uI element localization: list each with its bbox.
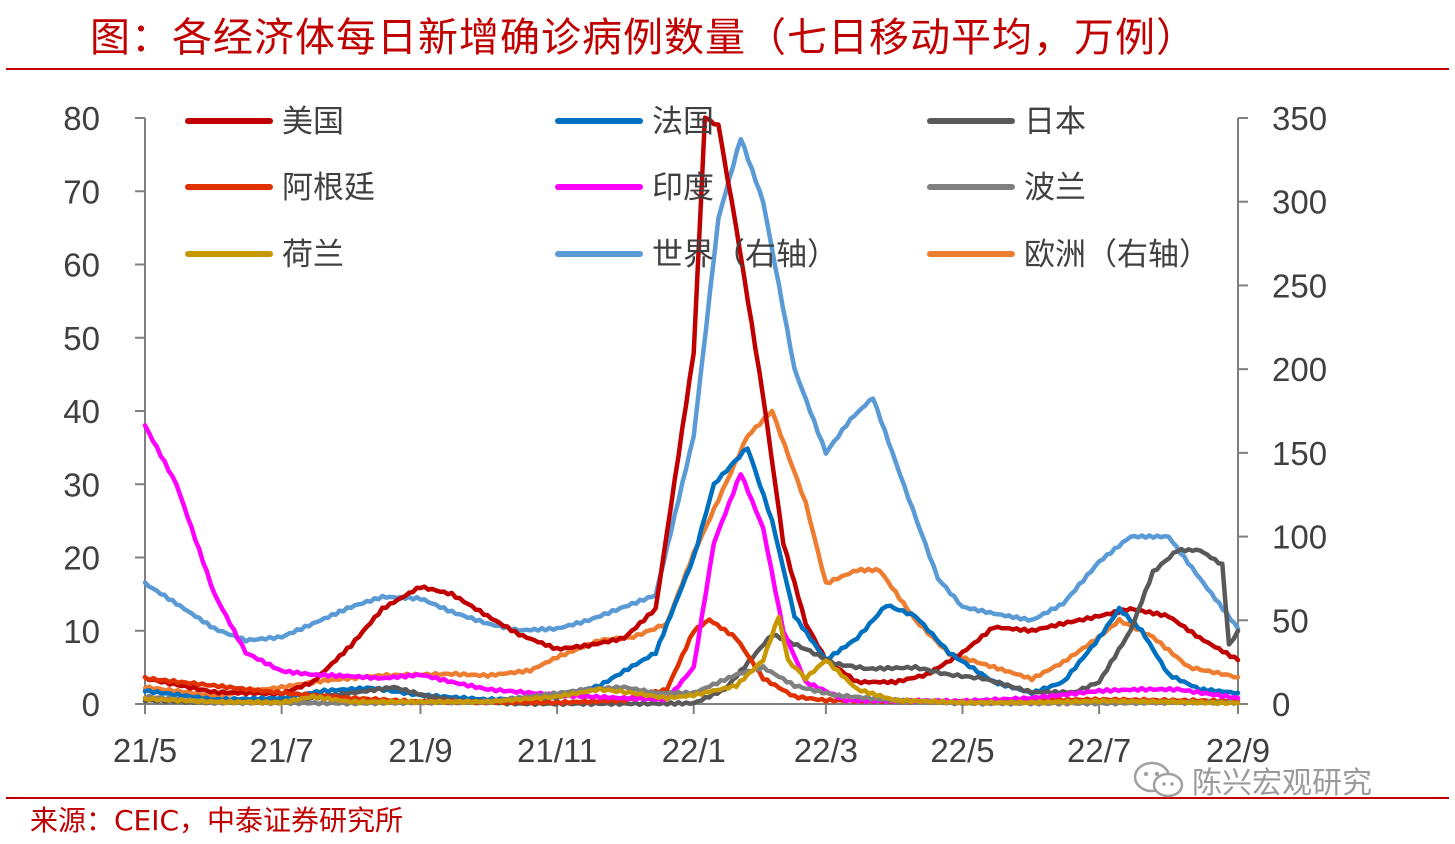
left-tick-label: 70 — [63, 173, 100, 210]
legend-label: 美国 — [282, 104, 344, 140]
wechat-icon — [1133, 761, 1184, 798]
left-tick-label: 40 — [63, 393, 100, 430]
legend-label: 印度 — [652, 170, 714, 206]
line-chart: 0 10 20 30 40 50 60 70 80 0 50 100 150 200 250 300 350 21… — [63, 100, 1327, 769]
right-tick-label: 50 — [1272, 602, 1309, 639]
legend-label: 日本 — [1024, 104, 1086, 140]
right-tick-label: 150 — [1272, 435, 1327, 472]
left-tick-label: 60 — [63, 247, 100, 284]
legend-label: 波兰 — [1024, 170, 1086, 206]
right-tick-label: 300 — [1272, 184, 1327, 221]
watermark-text: 陈兴宏观研究 — [1192, 766, 1372, 801]
series-line-6 — [142, 614, 1241, 707]
left-tick-label: 10 — [63, 613, 100, 650]
right-tick-label: 350 — [1272, 100, 1327, 137]
series-line-7 — [142, 136, 1241, 644]
left-tick-label: 50 — [63, 320, 100, 357]
left-tick-label: 0 — [82, 686, 100, 723]
left-tick-label: 30 — [63, 466, 100, 503]
right-tick-label: 0 — [1272, 686, 1290, 723]
legend-label: 法国 — [652, 104, 714, 140]
chart-axes: 0 10 20 30 40 50 60 70 80 0 50 100 150 200 250 300 350 21… — [63, 100, 1327, 769]
x-tick-label: 22/3 — [794, 732, 858, 769]
legend-label: 欧洲（右轴） — [1024, 237, 1210, 273]
legend-label: 阿根廷 — [282, 170, 375, 206]
x-tick-label: 21/9 — [388, 732, 452, 769]
chart-title-bar: 图：各经济体每日新增确诊病例数量（七日移动平均，万例） — [0, 0, 1455, 70]
chart-title: 图：各经济体每日新增确诊病例数量（七日移动平均，万例） — [90, 15, 1197, 61]
series-line-4 — [142, 423, 1241, 705]
legend-label: 世界（右轴） — [652, 237, 838, 273]
series-line-0 — [142, 115, 1241, 698]
source-rule — [6, 797, 1449, 799]
x-tick-label: 22/9 — [1206, 732, 1270, 769]
right-tick-label: 200 — [1272, 351, 1327, 388]
x-tick-label: 22/1 — [662, 732, 726, 769]
right-tick-label: 250 — [1272, 267, 1327, 304]
legend-label: 荷兰 — [282, 237, 344, 273]
x-tick-label: 22/7 — [1067, 732, 1131, 769]
watermark: 陈兴宏观研究 — [1132, 760, 1372, 801]
left-tick-label: 20 — [63, 540, 100, 577]
x-tick-label: 22/5 — [930, 732, 994, 769]
x-tick-label: 21/7 — [250, 732, 314, 769]
series-line-1 — [142, 446, 1241, 703]
title-underline — [6, 68, 1449, 70]
x-tick-label: 21/11 — [517, 732, 597, 769]
source-note: 来源：CEIC，中泰证券研究所 — [30, 804, 404, 837]
plot-lines — [142, 115, 1241, 708]
x-tick-label: 21/5 — [113, 732, 177, 769]
right-tick-label: 100 — [1272, 519, 1327, 556]
left-tick-label: 80 — [63, 100, 100, 137]
